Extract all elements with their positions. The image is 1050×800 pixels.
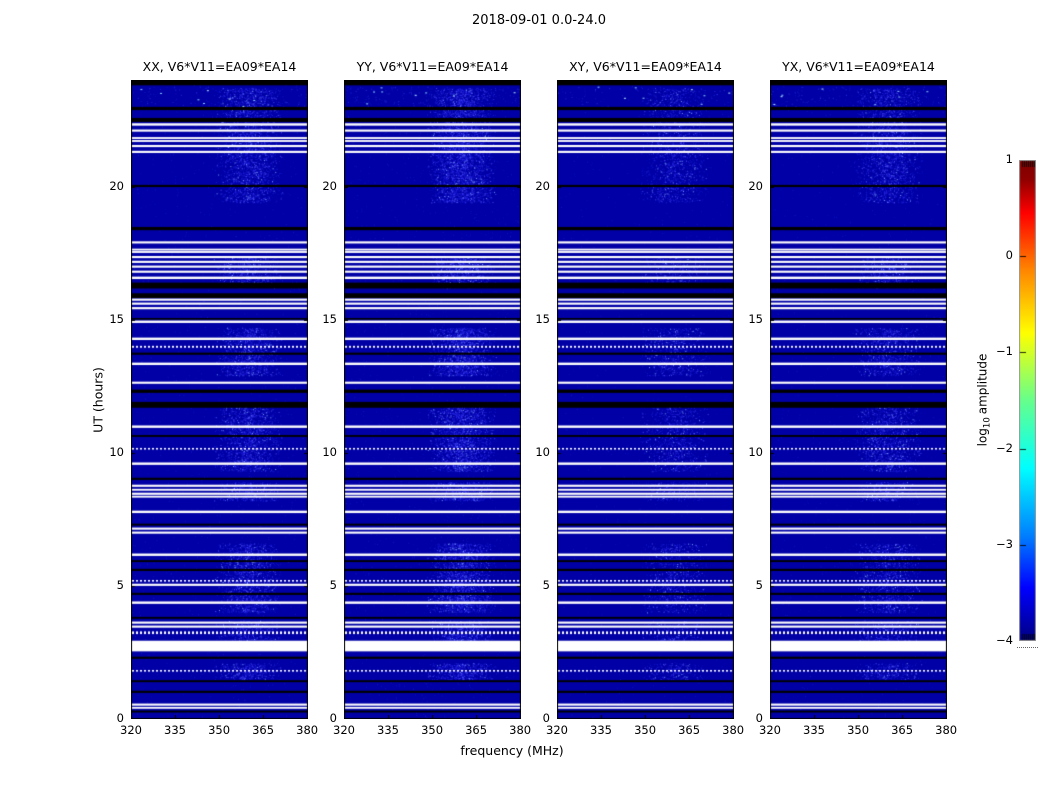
- panel-title-xy: XY, V6*V11=EA09*EA14: [569, 59, 722, 74]
- heatmap-panel-xy: [557, 80, 734, 719]
- x-axis-label: frequency (MHz): [460, 743, 564, 758]
- colorbar-dotted-line: [1017, 647, 1038, 648]
- x-tick-label: 335: [164, 723, 186, 737]
- x-tick-label: 365: [678, 723, 701, 737]
- y-tick-label: 15: [748, 311, 763, 326]
- y-tick-label: 20: [535, 178, 550, 193]
- x-tick-label: 350: [634, 723, 657, 737]
- panel-title-yy: YY, V6*V11=EA09*EA14: [356, 59, 509, 74]
- y-tick-label: 10: [322, 444, 337, 459]
- x-tick-label: 320: [120, 723, 142, 737]
- y-axis-label: UT (hours): [90, 367, 106, 433]
- y-tick-label: 0: [329, 711, 337, 725]
- x-tick-label: 365: [891, 723, 914, 737]
- x-tick-label: 320: [546, 723, 568, 737]
- y-tick-label: 10: [109, 444, 124, 459]
- y-tick-label: 20: [748, 178, 763, 193]
- x-tick-label: 335: [377, 723, 399, 737]
- y-tick-label: 20: [322, 178, 337, 193]
- x-tick-label: 320: [333, 723, 355, 737]
- y-tick-label: 0: [755, 711, 763, 725]
- plot-title: 2018-09-01 0.0-24.0: [472, 13, 606, 28]
- y-tick-label: 10: [535, 444, 550, 459]
- colorbar-tick-label: 0: [1005, 248, 1013, 263]
- x-tick-label: 350: [847, 723, 870, 737]
- y-tick-label: 10: [748, 444, 763, 459]
- colorbar-tick-label: −3: [996, 536, 1013, 551]
- y-tick-label: 5: [755, 577, 763, 592]
- heatmap-panel-yx: [770, 80, 947, 719]
- y-tick-label: 5: [542, 577, 550, 592]
- y-tick-label: 0: [116, 711, 124, 725]
- y-tick-label: 15: [322, 311, 337, 326]
- x-tick-label: 335: [590, 723, 612, 737]
- colorbar-tick-label: −1: [996, 344, 1013, 359]
- panel-title-xx: XX, V6*V11=EA09*EA14: [142, 59, 297, 74]
- heatmap-panel-xx: [131, 80, 308, 719]
- x-tick-label: 380: [296, 723, 319, 737]
- x-tick-label: 350: [208, 723, 231, 737]
- colorbar-label-suffix: amplitude: [975, 353, 990, 415]
- y-tick-label: 5: [329, 577, 337, 592]
- x-tick-label: 320: [759, 723, 781, 737]
- y-tick-label: 5: [116, 577, 124, 592]
- colorbar-tick-label: 1: [1005, 152, 1013, 166]
- colorbar-tick-label: −2: [996, 440, 1013, 455]
- colorbar: [1019, 160, 1036, 641]
- colorbar-tick-label: −4: [996, 633, 1013, 647]
- x-tick-label: 365: [252, 723, 275, 737]
- colorbar-label-sub: 10: [982, 417, 993, 429]
- x-tick-label: 350: [421, 723, 444, 737]
- y-tick-label: 20: [109, 178, 124, 193]
- x-tick-label: 380: [935, 723, 958, 737]
- y-tick-label: 15: [109, 311, 124, 326]
- panel-title-yx: YX, V6*V11=EA09*EA14: [782, 59, 935, 74]
- x-tick-label: 335: [803, 723, 825, 737]
- x-tick-label: 380: [722, 723, 745, 737]
- x-tick-label: 365: [465, 723, 488, 737]
- y-tick-label: 0: [542, 711, 550, 725]
- colorbar-label: log10amplitude: [975, 354, 992, 447]
- heatmap-panel-yy: [344, 80, 521, 719]
- y-tick-label: 15: [535, 311, 550, 326]
- x-tick-label: 380: [509, 723, 532, 737]
